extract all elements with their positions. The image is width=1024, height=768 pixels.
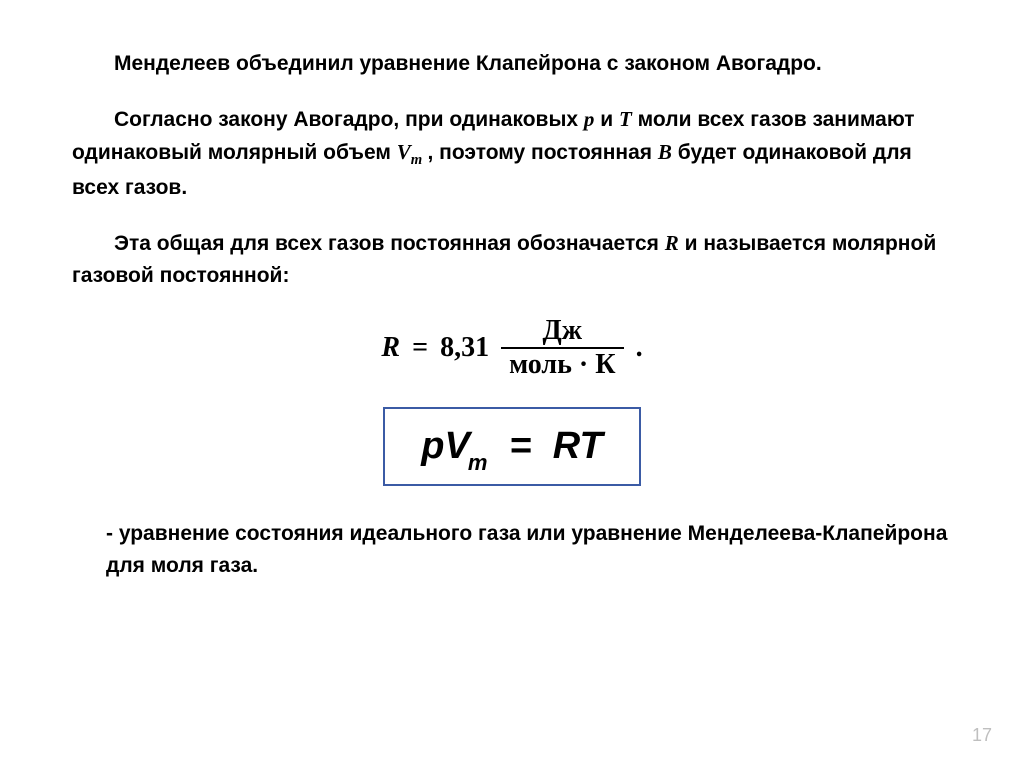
paragraph-2: Согласно закону Авогадро, при одинаковых… — [72, 103, 952, 205]
eq-R-numer: Дж — [535, 315, 591, 347]
equation-R: R = 8,31 Дж моль · К . — [375, 315, 648, 381]
symbol-T: T — [619, 107, 632, 131]
symbol-Vm: Vm — [397, 140, 428, 164]
symbol-m-sub: m — [411, 152, 422, 168]
paragraph-1: Менделеев объединил уравнение Клапейрона… — [72, 48, 952, 81]
equation-box: pVm = RT — [383, 407, 640, 487]
eq-R-value: 8,31 — [434, 334, 495, 362]
p3-t1: Эта общая для всех газов постоянная обоз… — [114, 232, 665, 255]
eq-equals: = — [500, 425, 542, 467]
eq-T2: T — [580, 425, 603, 467]
p2-t4: , поэтому постоянная — [427, 141, 657, 164]
eq-R-denom: моль · К — [501, 349, 624, 381]
paragraph-3: Эта общая для всех газов постоянная обоз… — [72, 227, 952, 293]
eq-p: p — [421, 425, 444, 467]
symbol-B: B — [658, 140, 672, 164]
eq-V: V — [444, 425, 469, 467]
caption-text: - уравнение состояния идеального газа ил… — [106, 522, 947, 577]
eq-R-fraction: Дж моль · К — [501, 315, 624, 381]
symbol-V: V — [397, 140, 411, 164]
slide: Менделеев объединил уравнение Клапейрона… — [0, 0, 1024, 768]
equation-pVm-RT: pVm = RT — [421, 425, 602, 467]
symbol-R: R — [665, 231, 679, 255]
eq-R-equals: = — [406, 334, 434, 362]
eq-m-sub: m — [468, 450, 488, 475]
symbol-p: p — [584, 107, 595, 131]
p1-text: Менделеев объединил уравнение Клапейрона… — [114, 52, 822, 75]
eq-R2: R — [553, 425, 580, 467]
eq-R-tail: . — [630, 334, 649, 362]
eq-R-lhs: R — [375, 334, 406, 362]
p2-t1: Согласно закону Авогадро, при одинаковых — [114, 108, 584, 131]
page-number: 17 — [972, 725, 992, 746]
p2-t2: и — [600, 108, 619, 131]
equation-R-row: R = 8,31 Дж моль · К . — [72, 315, 952, 381]
equation-box-row: pVm = RT — [72, 407, 952, 487]
equation-caption: - уравнение состояния идеального газа ил… — [72, 518, 952, 581]
